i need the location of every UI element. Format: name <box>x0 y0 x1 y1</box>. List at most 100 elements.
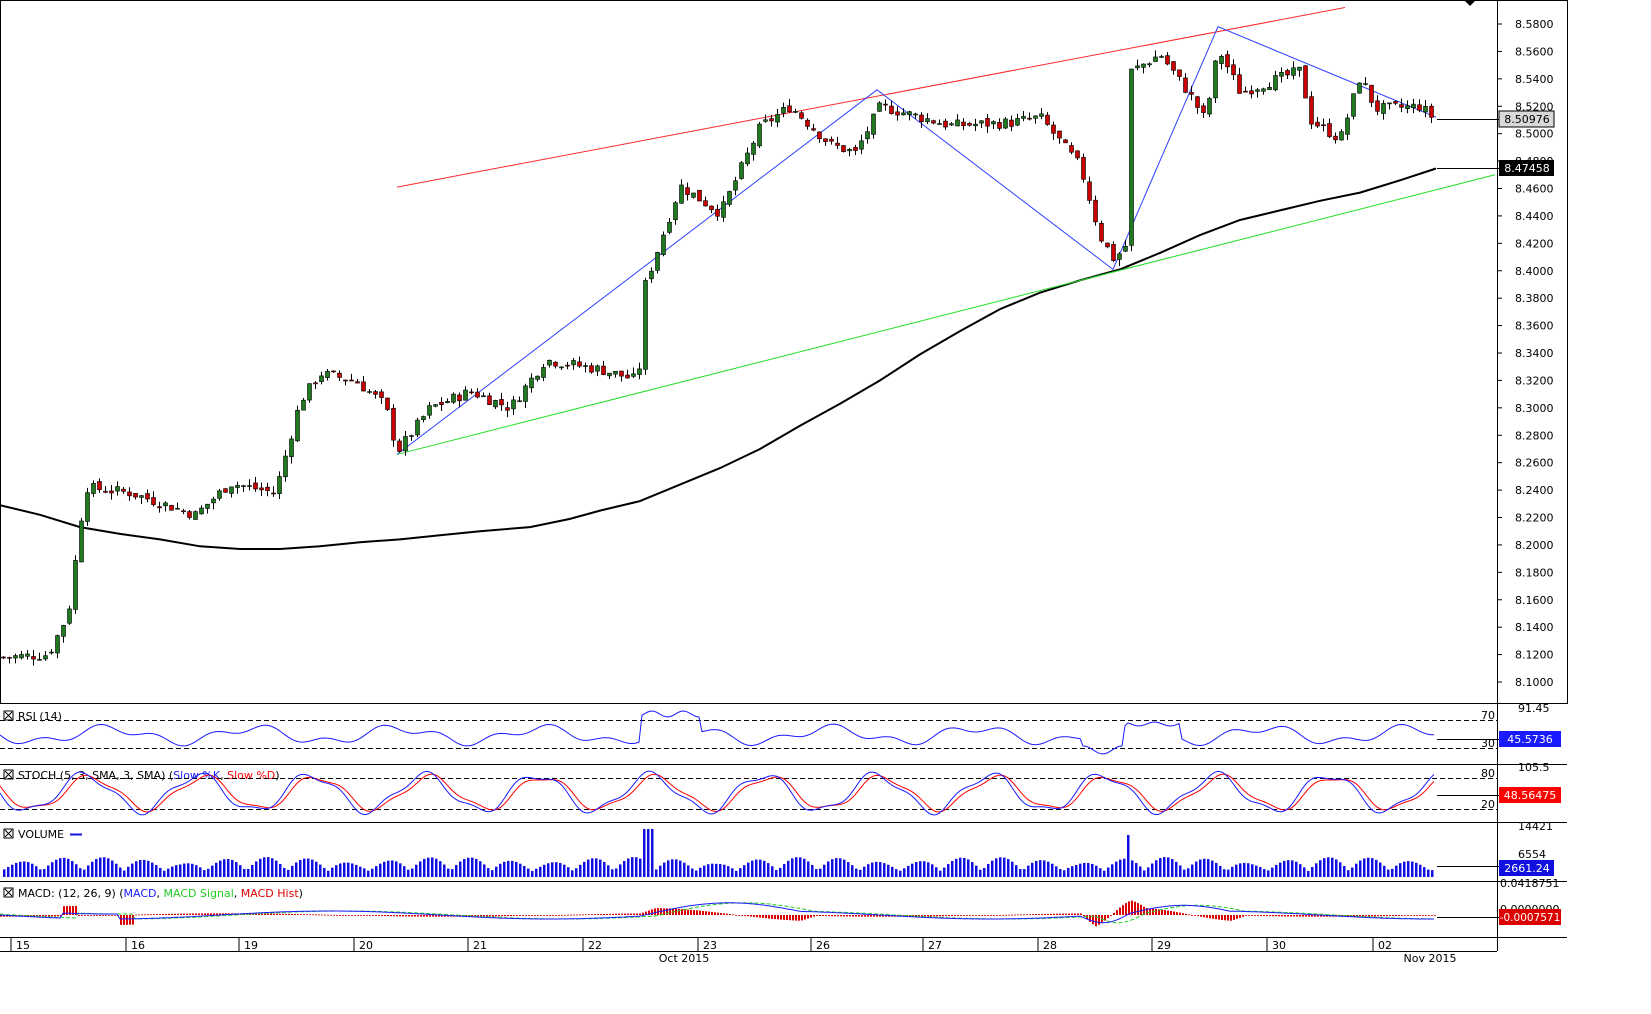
scroll-marker-icon[interactable] <box>1464 0 1476 6</box>
volume-bar <box>1239 863 1242 877</box>
candle-body <box>1399 104 1404 108</box>
candle-body <box>1075 150 1080 159</box>
macd-hist-bar <box>1014 914 1016 916</box>
macd-hist-bar <box>1404 915 1406 916</box>
candle-body <box>1381 103 1386 114</box>
volume-bar <box>295 862 298 877</box>
candle-body <box>229 486 234 494</box>
candle-body <box>823 138 828 143</box>
macd-hist-bar <box>408 915 410 917</box>
volume-bar <box>707 864 710 877</box>
candle-body <box>1297 66 1302 71</box>
volume-bar <box>243 868 246 877</box>
volume-bar <box>131 863 134 877</box>
volume-bar <box>519 863 522 877</box>
macd-hist-bar <box>102 915 104 916</box>
volume-bar <box>843 859 846 877</box>
volume-bar <box>1027 865 1030 877</box>
macd-hist-bar <box>258 913 260 915</box>
macd-hist-bar <box>795 915 797 921</box>
macd-hist-bar <box>990 915 992 916</box>
volume-bar <box>1135 862 1138 877</box>
macd-hist-bar <box>1032 914 1034 915</box>
volume-bar <box>335 865 338 877</box>
macd-hist-bar <box>291 913 293 915</box>
volume-bar <box>831 859 834 877</box>
volume-bar <box>67 858 70 877</box>
macd-hist-bar <box>93 915 95 916</box>
price-tick-label: 8.1200 <box>1515 649 1554 662</box>
volume-bar <box>1415 862 1418 877</box>
volume-bar <box>1183 869 1186 877</box>
volume-bar <box>19 861 22 877</box>
candle-body <box>625 374 630 379</box>
date-label: 16 <box>131 939 145 952</box>
volume-bar <box>1419 864 1422 877</box>
candle-body <box>991 121 996 125</box>
macd-hist-bar <box>1155 908 1157 915</box>
macd-hist-bar <box>1095 915 1097 927</box>
macd-hist-bar <box>1158 909 1160 915</box>
candle-body <box>307 383 312 401</box>
volume-bar <box>1047 861 1050 877</box>
macd-hist-bar <box>777 915 779 920</box>
macd-hist-bar <box>780 915 782 920</box>
candle-body <box>565 364 570 367</box>
volume-bar <box>1187 868 1190 877</box>
volume-bar <box>447 868 450 877</box>
volume-bar <box>1227 869 1230 877</box>
candle-body <box>841 145 846 152</box>
candle-body <box>685 187 690 195</box>
candle-body <box>829 138 834 142</box>
volume-bar <box>1267 870 1270 877</box>
macd-hist-bar <box>585 914 587 916</box>
macd-hist-bar <box>603 913 605 915</box>
volume-bar <box>259 858 262 877</box>
candle-body <box>1207 98 1212 115</box>
volume-bar <box>1375 859 1378 877</box>
volume-bar <box>1159 858 1162 877</box>
support-trendline <box>396 174 1496 455</box>
macd-hist-bar <box>501 915 503 917</box>
volume-bar <box>283 867 286 877</box>
macd-hist-bar <box>513 915 515 917</box>
candle-body <box>67 608 72 624</box>
volume-bar <box>1279 862 1282 877</box>
macd-hist-bar <box>738 915 740 916</box>
volume-bar <box>1151 863 1154 877</box>
macd-hist-bar <box>720 912 722 915</box>
macd-hist-bar <box>1020 914 1022 916</box>
macd-hist-bar <box>1206 915 1208 918</box>
candle-body <box>25 653 30 657</box>
candle-body <box>865 131 870 140</box>
macd-hist-bar <box>810 915 812 918</box>
macd-hist-bar <box>753 915 755 917</box>
volume-bar <box>859 869 862 877</box>
volume-bar <box>883 863 886 877</box>
candle-body <box>481 395 486 398</box>
macd-hist-bar <box>372 915 374 916</box>
macd-hist-bar <box>306 914 308 916</box>
candle-body <box>781 107 786 114</box>
macd-hist-bar <box>1227 915 1229 921</box>
macd-hist-bar <box>369 915 371 916</box>
volume-bar <box>1259 867 1262 877</box>
volume-bar <box>1203 858 1206 877</box>
macd-hist-bar <box>1224 915 1226 921</box>
macd-hist-bar <box>51 915 53 917</box>
volume-bar <box>1167 857 1170 877</box>
macd-toggle-cross <box>4 888 13 897</box>
macd-hist-bar <box>222 913 224 915</box>
candle-body <box>535 375 540 380</box>
macd-hist-bar <box>63 906 65 915</box>
volume-bar <box>1395 865 1398 877</box>
volume-bar <box>531 870 534 877</box>
macd-hist-bar <box>1275 915 1277 917</box>
macd-hist-bar <box>168 913 170 915</box>
macd-hist-bar <box>45 915 47 917</box>
macd-hist-bar <box>582 914 584 916</box>
volume-bar <box>755 859 758 877</box>
macd-hist-bar <box>432 915 434 917</box>
volume-bar <box>83 869 86 877</box>
